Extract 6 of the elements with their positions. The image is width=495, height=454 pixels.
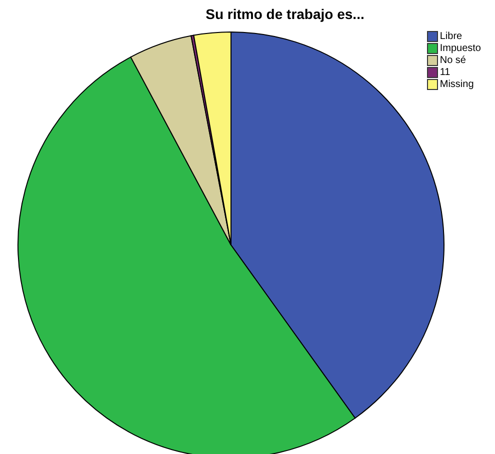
legend-label: Libre (440, 30, 462, 42)
legend-label: Impuesto (440, 42, 481, 54)
chart-title: Su ritmo de trabajo es... (204, 6, 366, 22)
legend-label: 11 (440, 66, 450, 78)
legend-label: No sé (440, 54, 466, 66)
legend-label: Missing (440, 78, 474, 90)
